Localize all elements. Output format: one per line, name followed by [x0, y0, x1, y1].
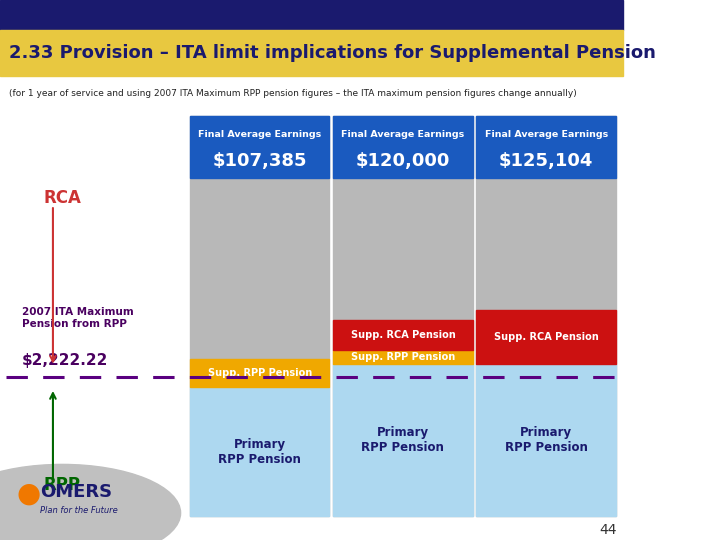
Text: OMERS: OMERS: [40, 483, 112, 502]
Bar: [0, 30, 623, 76]
Text: Final Average Earnings: Final Average Earnings: [485, 130, 608, 139]
Text: $107,385: $107,385: [212, 152, 307, 170]
Text: Plan for the Future: Plan for the Future: [40, 506, 118, 515]
Text: $2,222.22: $2,222.22: [22, 353, 108, 368]
Text: Supp. RCA Pension: Supp. RCA Pension: [494, 332, 598, 342]
Text: Supp. RPP Pension: Supp. RPP Pension: [207, 368, 312, 378]
Text: Primary
RPP Pension: Primary RPP Pension: [505, 426, 588, 454]
Text: Supp. RPP Pension: Supp. RPP Pension: [351, 352, 455, 362]
Bar: [190, 116, 330, 178]
Text: RPP: RPP: [44, 476, 81, 494]
Bar: [0, 0, 623, 30]
Bar: [477, 310, 616, 364]
Text: 44: 44: [599, 523, 616, 537]
Text: ●: ●: [16, 480, 40, 508]
Text: RCA: RCA: [44, 189, 81, 207]
Bar: [333, 116, 472, 178]
Text: (for 1 year of service and using 2007 ITA Maximum RPP pension figures – the ITA : (for 1 year of service and using 2007 IT…: [9, 89, 577, 98]
Bar: [477, 364, 616, 516]
Text: $120,000: $120,000: [356, 152, 450, 170]
Text: Primary
RPP Pension: Primary RPP Pension: [361, 426, 444, 454]
Bar: [333, 320, 472, 350]
Text: 2.33 Provision – ITA limit implications for Supplemental Pension: 2.33 Provision – ITA limit implications …: [9, 44, 656, 62]
Bar: [333, 350, 472, 364]
Bar: [190, 388, 330, 516]
Bar: [333, 116, 472, 516]
Text: Final Average Earnings: Final Average Earnings: [341, 130, 464, 139]
Text: Supp. RCA Pension: Supp. RCA Pension: [351, 330, 455, 340]
Bar: [190, 359, 330, 388]
Bar: [190, 116, 330, 516]
Text: Primary
RPP Pension: Primary RPP Pension: [218, 437, 301, 465]
Text: Final Average Earnings: Final Average Earnings: [198, 130, 321, 139]
Bar: [333, 364, 472, 516]
Bar: [477, 116, 616, 178]
Text: 2007 ITA Maximum
Pension from RPP: 2007 ITA Maximum Pension from RPP: [22, 307, 133, 329]
Bar: [477, 116, 616, 516]
Text: $125,104: $125,104: [499, 152, 593, 170]
Ellipse shape: [0, 464, 181, 540]
